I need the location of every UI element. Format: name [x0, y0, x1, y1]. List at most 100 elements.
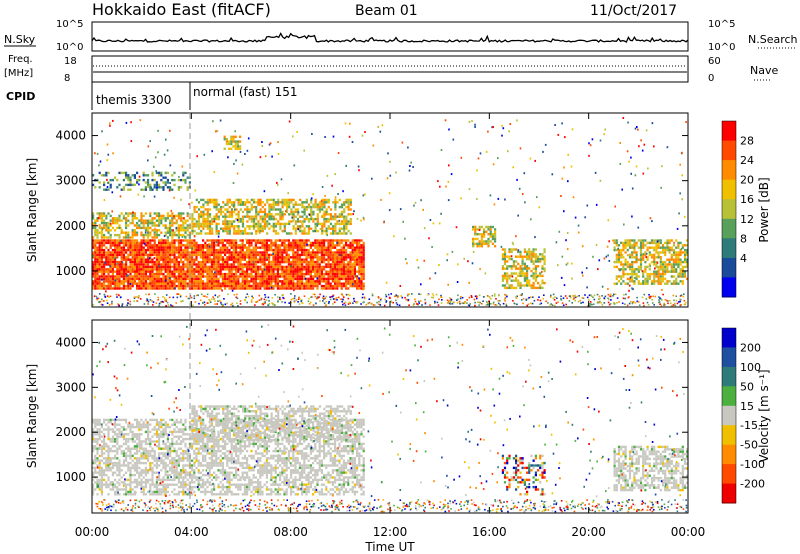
power-cell — [263, 210, 267, 214]
power-cell — [155, 277, 158, 281]
power-cell — [310, 205, 313, 209]
power-cell — [644, 270, 647, 273]
power-cell — [96, 248, 99, 252]
power-point — [119, 195, 122, 198]
power-cell — [195, 222, 198, 226]
power-cell — [345, 244, 348, 247]
power-cell — [474, 225, 477, 229]
power-cell — [175, 239, 178, 242]
power-cell — [613, 282, 616, 285]
power-noise-cell — [352, 302, 354, 304]
power-cell — [94, 178, 97, 182]
power-noise-cell — [279, 298, 281, 300]
power-noise-cell — [603, 297, 606, 299]
power-cell — [226, 232, 229, 235]
power-cell — [193, 222, 196, 226]
power-cell — [659, 256, 662, 259]
power-cell — [107, 171, 110, 175]
power-cell — [325, 246, 328, 249]
power-cell — [512, 248, 515, 251]
power-cell — [298, 253, 301, 257]
power-cell — [210, 282, 213, 285]
power-cell — [633, 256, 636, 259]
power-cell — [259, 277, 262, 281]
power-cell — [217, 217, 220, 221]
power-cell — [261, 220, 264, 223]
power-cell — [298, 265, 301, 269]
power-cell — [316, 253, 319, 257]
power-cell — [208, 220, 212, 223]
power-cell — [224, 239, 227, 242]
power-cell — [144, 221, 147, 225]
power-cell — [103, 188, 106, 191]
power-cell — [312, 275, 315, 278]
power-cell — [512, 279, 515, 282]
power-cell — [160, 282, 163, 285]
power-cell — [347, 203, 350, 206]
power-cell — [474, 242, 477, 245]
power-cell — [305, 201, 308, 204]
power-cell — [232, 272, 235, 276]
power-cell — [173, 171, 176, 175]
power-cell — [353, 248, 356, 252]
power-cell — [153, 236, 156, 239]
power-noise-cell — [277, 301, 279, 303]
power-cell — [164, 246, 167, 249]
power-cell — [171, 253, 174, 257]
power-cell — [474, 228, 477, 231]
power-noise-cell — [268, 300, 270, 302]
power-noise-cell — [236, 302, 238, 305]
power-cell — [534, 267, 537, 270]
power-cell — [200, 198, 203, 202]
power-cell — [329, 272, 332, 276]
power-cell — [303, 275, 306, 278]
power-cell — [336, 244, 339, 247]
power-cell — [345, 282, 348, 285]
power-cell — [223, 138, 226, 141]
power-cell — [613, 246, 616, 249]
power-cell — [239, 140, 242, 143]
power-cell — [476, 245, 479, 248]
power-cell — [158, 251, 161, 254]
power-cell — [239, 260, 242, 264]
power-cell — [109, 260, 112, 264]
power-noise-cell — [590, 294, 592, 296]
power-cell — [206, 215, 209, 218]
power-cell — [243, 272, 246, 276]
power-cell — [268, 275, 271, 278]
power-cell — [356, 282, 359, 285]
power-cell — [182, 263, 185, 266]
power-cell — [100, 253, 103, 257]
power-noise-cell — [309, 301, 312, 304]
power-cell — [239, 256, 242, 259]
power-cell — [109, 183, 112, 187]
power-cell — [672, 248, 676, 252]
power-cell — [657, 256, 660, 259]
power-cell — [138, 265, 141, 269]
power-cell — [639, 239, 643, 242]
power-cell — [517, 281, 520, 285]
power-cell — [314, 198, 317, 202]
power-cell — [118, 239, 121, 242]
power-cell — [237, 213, 240, 216]
power-cell — [272, 229, 275, 233]
power-cell — [679, 248, 682, 252]
power-cell — [213, 260, 216, 264]
power-cell — [272, 248, 275, 252]
power-cell — [353, 282, 356, 285]
power-cell — [221, 272, 224, 276]
power-cell — [526, 255, 529, 258]
power-noise-cell — [446, 299, 449, 302]
power-cell — [114, 176, 117, 179]
power-noise-cell — [674, 304, 677, 307]
power-cell — [129, 239, 132, 242]
power-cell — [164, 251, 167, 254]
power-cell — [325, 217, 328, 221]
power-cell — [153, 233, 156, 237]
power-cell — [272, 263, 275, 266]
power-cell — [327, 287, 330, 290]
power-point — [352, 283, 354, 286]
power-cell — [483, 233, 486, 236]
power-cell — [225, 138, 228, 141]
